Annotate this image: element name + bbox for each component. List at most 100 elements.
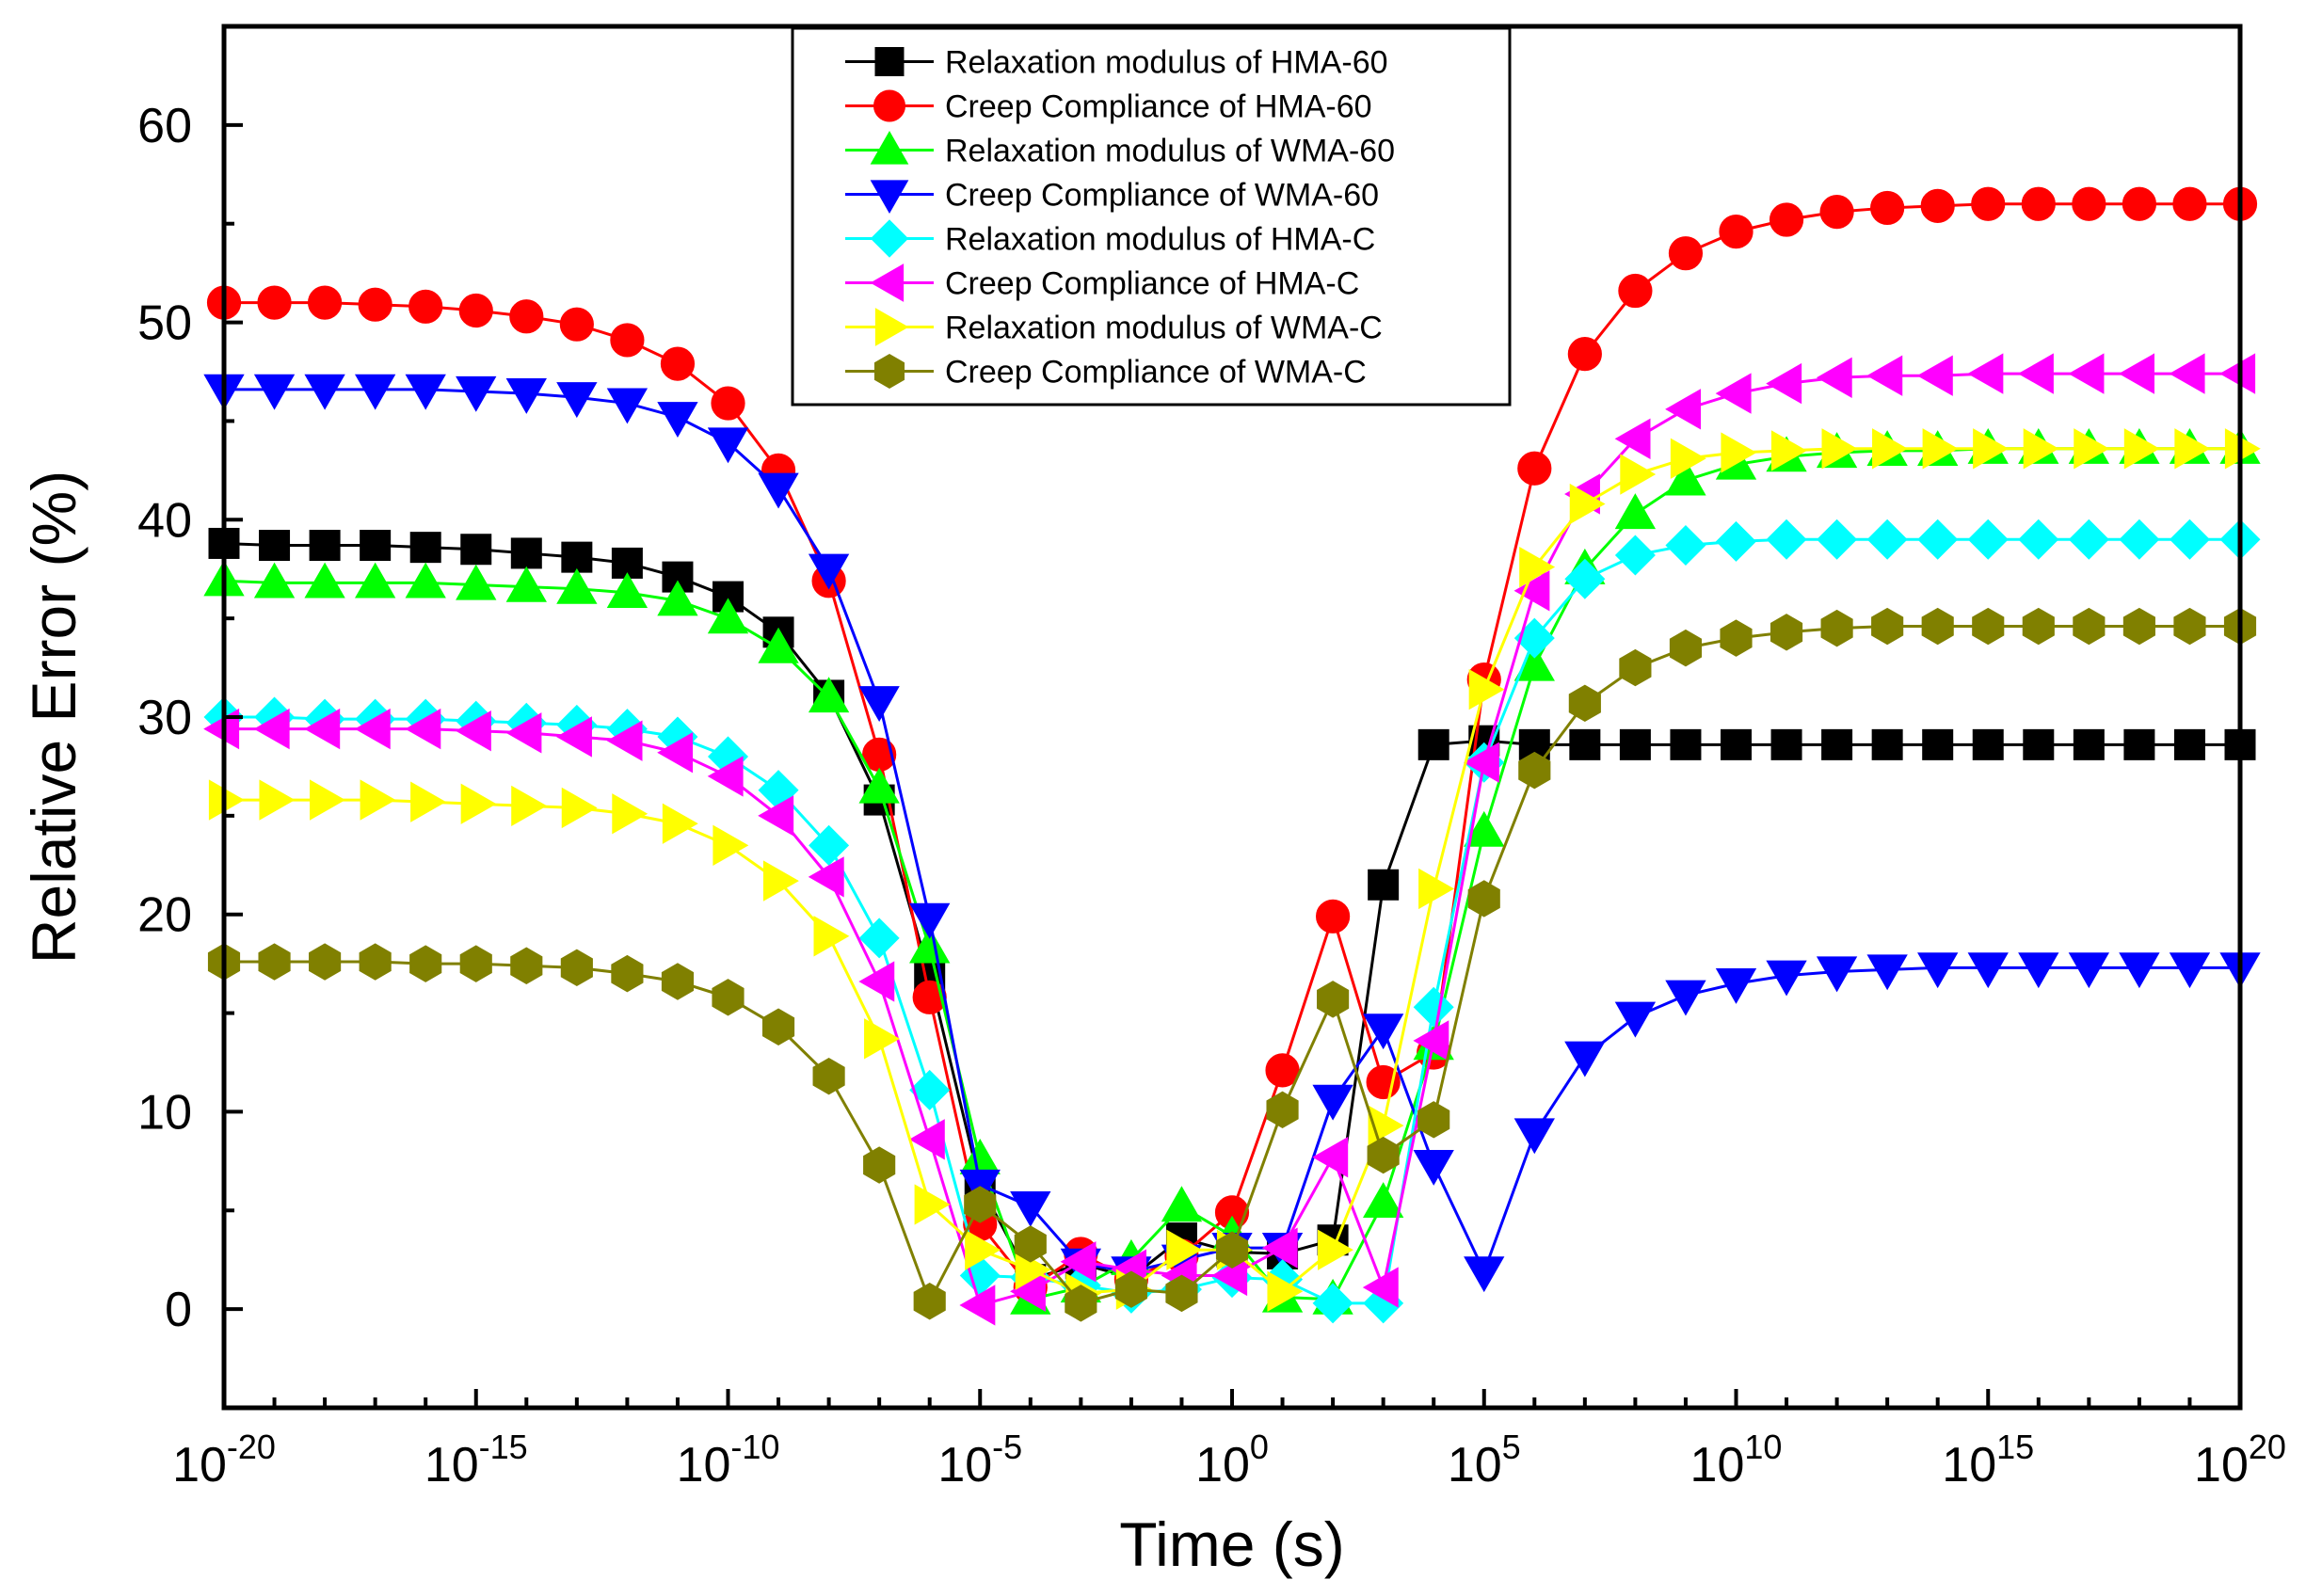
data-point [1721, 432, 1757, 473]
data-point [1967, 519, 2009, 560]
series-5 [203, 353, 2256, 1326]
data-point [556, 567, 598, 604]
x-tick-label-exponent: 10 [1744, 1428, 1782, 1466]
data-point [1367, 1136, 1400, 1174]
legend-entry: Creep Compliance of HMA-60 [845, 89, 1372, 125]
data-point [1362, 1182, 1404, 1218]
data-point [1614, 535, 1656, 576]
data-point [1916, 355, 1953, 396]
legend-marker [873, 89, 905, 122]
data-point [258, 943, 291, 981]
x-tick-label-base: 10 [424, 1438, 479, 1492]
data-point [2123, 728, 2155, 760]
data-point [257, 285, 292, 320]
data-point [1820, 609, 1853, 647]
data-point [808, 856, 844, 898]
x-tick-label-base: 10 [1690, 1438, 1745, 1492]
legend-entry: Relaxation modulus of HMA-C [845, 219, 1375, 258]
data-point [2119, 353, 2154, 394]
x-tick-label-base: 10 [1942, 1438, 1996, 1492]
data-point [662, 803, 698, 844]
data-point [1817, 519, 1858, 560]
data-point [1866, 355, 1903, 396]
data-point [1922, 428, 1959, 470]
data-point [1971, 186, 2006, 221]
legend-label: Creep Compliance of WMA-C [945, 355, 1367, 391]
data-point [354, 562, 396, 598]
data-point [1715, 520, 1757, 562]
data-point [1669, 629, 1703, 667]
data-point [1619, 728, 1651, 760]
data-point [253, 708, 290, 750]
data-point [1973, 428, 2010, 470]
data-point [711, 386, 745, 421]
x-tick-label-base: 10 [172, 1438, 227, 1492]
x-tick-label-base: 10 [2194, 1438, 2249, 1492]
legend-label: Relaxation modulus of WMA-C [945, 311, 1383, 346]
legend-label: Creep Compliance of HMA-60 [945, 89, 1372, 125]
data-point [606, 388, 649, 424]
data-point [858, 767, 900, 804]
data-point [1513, 570, 1550, 612]
data-point [761, 1008, 795, 1045]
data-point [964, 1186, 997, 1223]
data-point [304, 374, 345, 410]
data-point [456, 564, 497, 600]
data-point [1065, 1285, 1097, 1322]
legend-marker [874, 308, 909, 346]
x-tick-label-exponent: 0 [1250, 1428, 1269, 1466]
data-point [1166, 1229, 1203, 1270]
x-tick-label-base: 10 [1448, 1438, 1502, 1492]
data-point [1312, 1283, 1353, 1324]
data-point [912, 980, 947, 1014]
data-point [2068, 952, 2110, 989]
data-point [1715, 373, 1752, 414]
legend-marker [870, 130, 909, 165]
data-point [354, 708, 391, 750]
data-point [707, 756, 744, 797]
x-tick-label: 1020 [2194, 1428, 2286, 1492]
y-axis-title: Relative Error (%) [19, 471, 88, 964]
data-point [1418, 868, 1455, 910]
data-point [657, 402, 698, 439]
data-point [808, 553, 850, 590]
legend-label: Creep Compliance of WMA-60 [945, 178, 1379, 214]
series-7 [207, 607, 2257, 1322]
data-point [559, 307, 594, 342]
data-point [1870, 190, 1905, 226]
data-point [914, 1184, 951, 1225]
data-point [2018, 952, 2059, 989]
y-tick-label: 50 [137, 296, 192, 351]
data-point [1816, 357, 1852, 398]
data-point [813, 916, 850, 957]
x-tick-label: 100 [1195, 1428, 1269, 1492]
legend-entry: Creep Compliance of HMA-C [845, 263, 1359, 302]
data-point [1770, 614, 1803, 651]
data-point [1266, 1091, 1299, 1129]
data-point [2073, 728, 2105, 760]
data-point [505, 377, 547, 414]
legend-label: Relaxation modulus of HMA-C [945, 222, 1375, 258]
legend-marker [870, 263, 905, 302]
x-tick-label: 10-10 [677, 1428, 780, 1492]
data-point [1417, 728, 1449, 760]
legend-entry: Relaxation modulus of WMA-60 [845, 130, 1395, 169]
data-point [360, 779, 396, 821]
data-point [1014, 1225, 1047, 1263]
data-point [1368, 869, 1400, 901]
data-point [1618, 273, 1653, 309]
data-point [858, 918, 900, 959]
data-point [611, 954, 644, 993]
data-point [2073, 607, 2106, 646]
data-point [2017, 353, 2054, 394]
x-tick-label-exponent: -20 [227, 1428, 276, 1466]
y-tick-label: 60 [137, 99, 192, 153]
data-point [1620, 454, 1657, 495]
legend: Relaxation modulus of HMA-60 Creep Compli… [791, 26, 1512, 407]
data-point [1010, 1190, 1051, 1227]
data-point [1564, 1041, 1606, 1077]
x-tick-label: 10-15 [424, 1428, 528, 1492]
data-point [259, 530, 291, 562]
legend-label: Relaxation modulus of WMA-60 [945, 134, 1395, 169]
data-point [358, 287, 392, 322]
